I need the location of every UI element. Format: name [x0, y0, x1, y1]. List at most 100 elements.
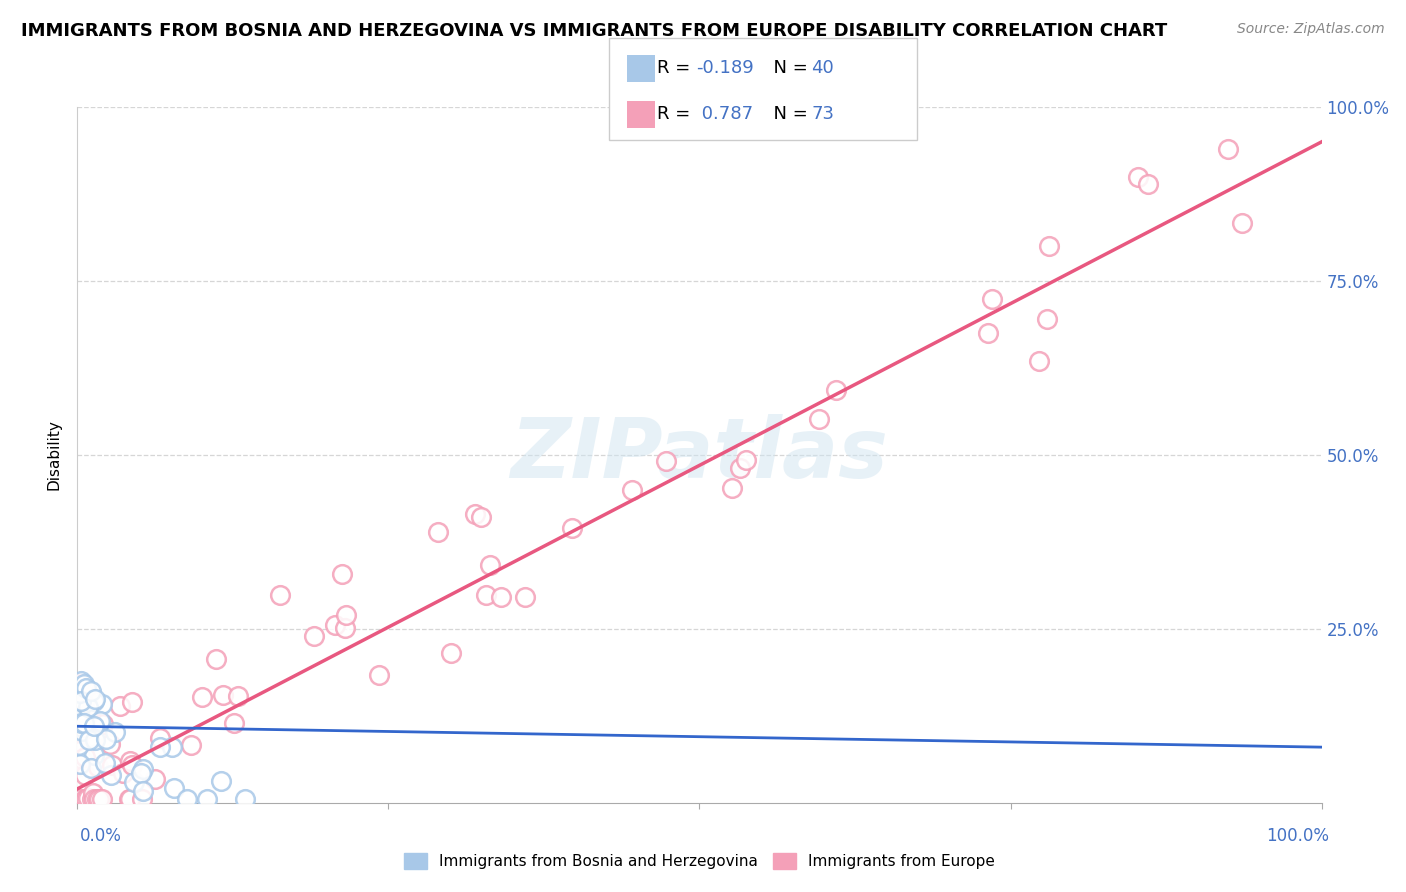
Point	[83, 792, 105, 806]
Point	[1036, 311, 1059, 326]
Point	[80, 792, 103, 806]
Point	[1028, 353, 1050, 368]
Point	[621, 483, 644, 498]
Point	[655, 453, 678, 467]
Text: 73: 73	[811, 104, 834, 123]
Point	[111, 766, 134, 780]
Point	[83, 693, 105, 707]
Point	[1038, 239, 1060, 253]
Point	[131, 765, 153, 780]
Point	[720, 481, 742, 495]
Point	[118, 792, 141, 806]
Point	[195, 792, 218, 806]
Point	[69, 757, 91, 772]
Point	[80, 761, 103, 775]
Point	[69, 685, 91, 699]
Point	[82, 786, 104, 800]
Point	[77, 697, 100, 711]
Point	[131, 792, 153, 806]
Point	[977, 326, 1000, 340]
Point	[470, 510, 492, 524]
Text: N =: N =	[762, 59, 814, 77]
Point	[479, 558, 502, 573]
Point	[100, 768, 122, 782]
Point	[513, 590, 536, 604]
Point	[70, 723, 93, 738]
Point	[735, 452, 758, 467]
Point	[101, 758, 124, 772]
Point	[191, 690, 214, 705]
Point	[269, 588, 291, 602]
Point	[89, 715, 111, 730]
Point	[143, 772, 166, 786]
Point	[93, 756, 115, 770]
Text: Source: ZipAtlas.com: Source: ZipAtlas.com	[1237, 22, 1385, 37]
Point	[67, 677, 90, 691]
Point	[121, 758, 143, 772]
Point	[1126, 169, 1149, 184]
Point	[475, 588, 498, 602]
Point	[69, 792, 91, 806]
Text: 40: 40	[811, 59, 834, 77]
Point	[149, 739, 172, 754]
Point	[70, 752, 93, 766]
Point	[226, 690, 249, 704]
Point	[67, 705, 90, 719]
Y-axis label: Disability: Disability	[46, 419, 62, 491]
Point	[67, 743, 90, 757]
Point	[80, 684, 103, 698]
Point	[94, 732, 117, 747]
Text: ZIPatlas: ZIPatlas	[510, 415, 889, 495]
Point	[83, 748, 105, 763]
Point	[77, 699, 100, 714]
Point	[108, 698, 131, 713]
Point	[73, 716, 96, 731]
Point	[77, 732, 100, 747]
Text: -0.189: -0.189	[696, 59, 754, 77]
Point	[84, 733, 107, 747]
Point	[233, 792, 256, 806]
Point	[367, 668, 389, 682]
Point	[73, 696, 96, 710]
Point	[728, 461, 751, 475]
Point	[67, 739, 90, 753]
Point	[104, 725, 127, 739]
Point	[75, 707, 97, 722]
Point	[122, 775, 145, 789]
Point	[980, 292, 1002, 306]
Point	[561, 521, 583, 535]
Text: 100.0%: 100.0%	[1265, 827, 1329, 845]
Point	[91, 792, 114, 806]
Point	[89, 714, 111, 728]
Text: 0.787: 0.787	[696, 104, 754, 123]
Point	[211, 688, 233, 702]
Point	[83, 719, 105, 733]
Legend: Immigrants from Bosnia and Herzegovina, Immigrants from Europe: Immigrants from Bosnia and Herzegovina, …	[398, 847, 1001, 875]
Point	[73, 768, 96, 782]
Point	[77, 790, 100, 805]
Point	[69, 697, 91, 711]
Point	[87, 792, 110, 806]
Point	[825, 383, 848, 397]
Point	[98, 737, 121, 751]
Point	[302, 629, 325, 643]
Point	[75, 749, 97, 764]
Point	[333, 620, 356, 634]
Point	[69, 792, 91, 806]
Point	[209, 773, 232, 788]
Point	[1230, 215, 1253, 229]
Point	[118, 754, 141, 768]
Point	[131, 784, 153, 798]
Point	[489, 590, 512, 604]
Point	[121, 696, 143, 710]
Point	[1137, 178, 1160, 192]
Point	[464, 508, 486, 522]
Point	[440, 646, 463, 660]
Point	[87, 760, 110, 774]
Point	[807, 412, 830, 426]
Point	[132, 762, 155, 776]
Point	[222, 716, 245, 731]
Text: IMMIGRANTS FROM BOSNIA AND HERZEGOVINA VS IMMIGRANTS FROM EUROPE DISABILITY CORR: IMMIGRANTS FROM BOSNIA AND HERZEGOVINA V…	[21, 22, 1167, 40]
Point	[335, 607, 357, 622]
Text: R =: R =	[657, 104, 696, 123]
